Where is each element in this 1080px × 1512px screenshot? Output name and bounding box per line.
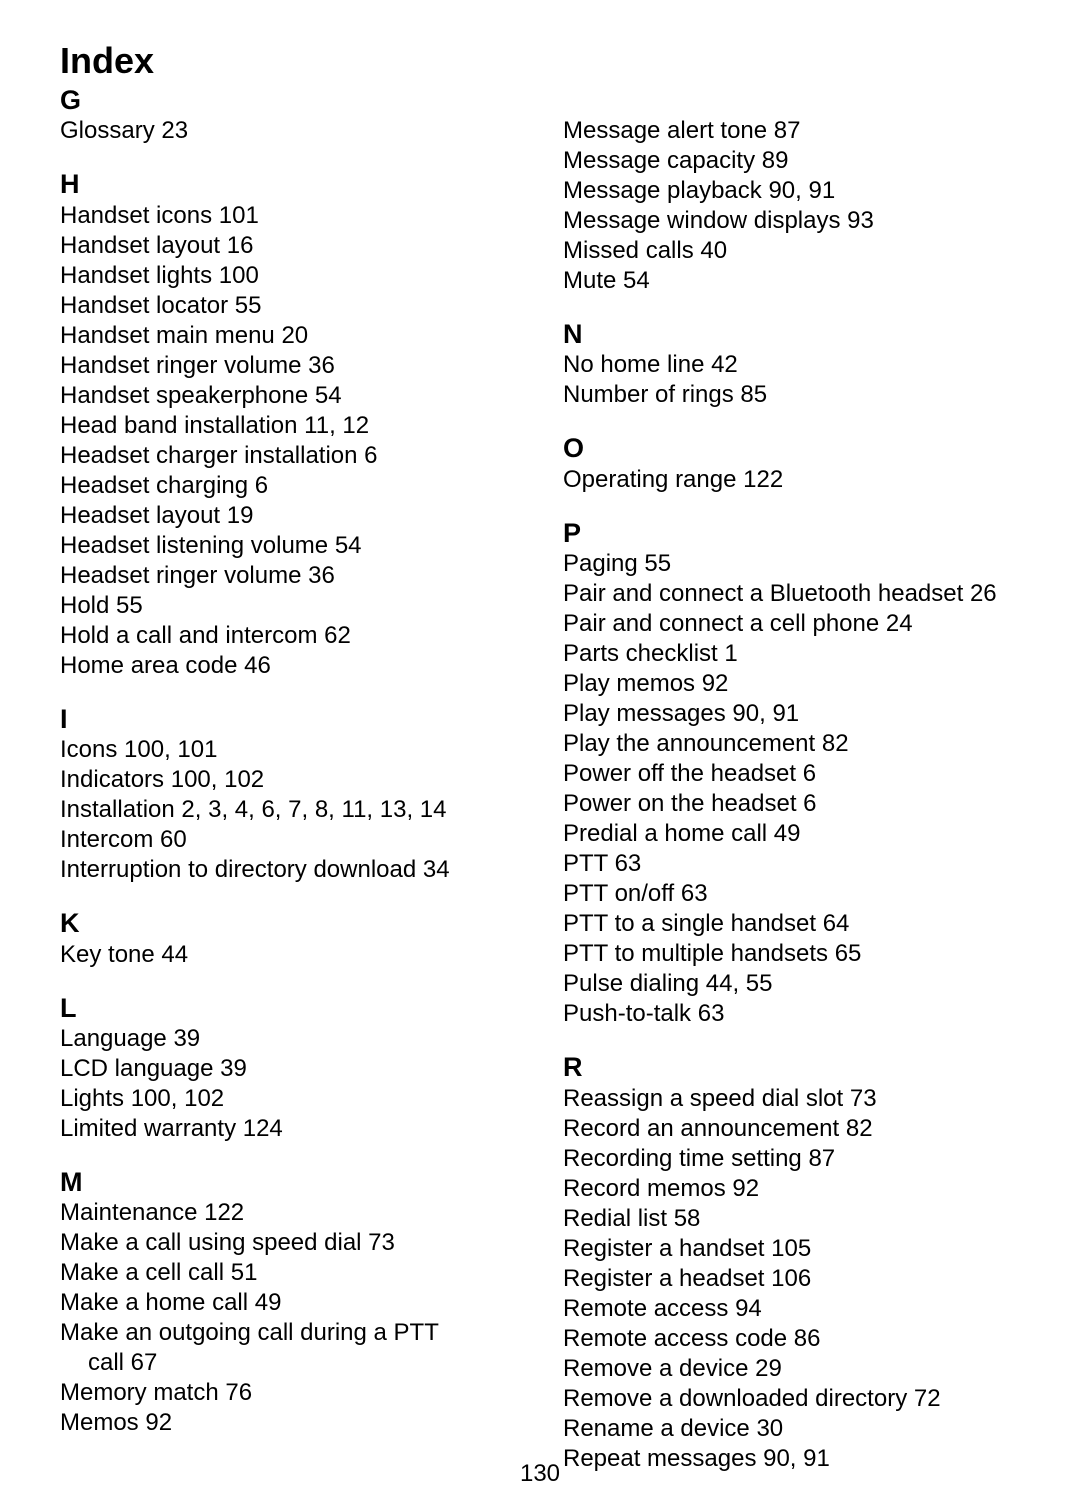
section-letter: G	[60, 84, 517, 116]
index-entry: Make an outgoing call during a PTT	[60, 1318, 517, 1348]
index-entry: Handset lights 100	[60, 261, 517, 291]
index-entry: Operating range 122	[563, 465, 1020, 495]
index-entry: Headset charging 6	[60, 471, 517, 501]
index-entry: Missed calls 40	[563, 236, 1020, 266]
index-entry: Parts checklist 1	[563, 639, 1020, 669]
index-entry: Maintenance 122	[60, 1198, 517, 1228]
index-entry: Message capacity 89	[563, 146, 1020, 176]
index-columns: GGlossary 23 HHandset icons 101Handset la…	[60, 84, 1020, 1474]
index-entry: Paging 55	[563, 549, 1020, 579]
section-letter: K	[60, 907, 517, 939]
index-entry: Hold 55	[60, 591, 517, 621]
index-entry: Reassign a speed dial slot 73	[563, 1084, 1020, 1114]
index-entry: Push-to-talk 63	[563, 999, 1020, 1029]
index-entry: Intercom 60	[60, 825, 517, 855]
index-entry: Language 39	[60, 1024, 517, 1054]
index-entry: Redial list 58	[563, 1204, 1020, 1234]
index-entry: Headset ringer volume 36	[60, 561, 517, 591]
index-entry: Handset icons 101	[60, 201, 517, 231]
index-entry: Remove a downloaded directory 72	[563, 1384, 1020, 1414]
index-entry: Pulse dialing 44, 55	[563, 969, 1020, 999]
index-entry: Icons 100, 101	[60, 735, 517, 765]
index-entry: PTT to multiple handsets 65	[563, 939, 1020, 969]
index-entry: Handset layout 16	[60, 231, 517, 261]
index-entry: No home line 42	[563, 350, 1020, 380]
section-letter: P	[563, 517, 1020, 549]
index-entry-continuation: call 67	[60, 1348, 517, 1378]
index-entry: Headset charger installation 6	[60, 441, 517, 471]
index-entry: Memos 92	[60, 1408, 517, 1438]
page-number: 130	[0, 1460, 1080, 1488]
index-entry: Hold a call and intercom 62	[60, 621, 517, 651]
index-entry: Mute 54	[563, 266, 1020, 296]
index-entry: Limited warranty 124	[60, 1114, 517, 1144]
index-entry: Indicators 100, 102	[60, 765, 517, 795]
section-letter: L	[60, 992, 517, 1024]
index-entry: Rename a device 30	[563, 1414, 1020, 1444]
index-entry: PTT on/off 63	[563, 879, 1020, 909]
index-entry: Remote access 94	[563, 1294, 1020, 1324]
index-entry: Glossary 23	[60, 116, 517, 146]
index-entry: Message window displays 93	[563, 206, 1020, 236]
section-letter: N	[563, 318, 1020, 350]
index-entry: PTT 63	[563, 849, 1020, 879]
index-entry: Recording time setting 87	[563, 1144, 1020, 1174]
index-entry: Register a handset 105	[563, 1234, 1020, 1264]
section-letter: M	[60, 1166, 517, 1198]
index-entry: Play the announcement 82	[563, 729, 1020, 759]
index-entry: Lights 100, 102	[60, 1084, 517, 1114]
column-left: GGlossary 23 HHandset icons 101Handset la…	[60, 84, 517, 1474]
index-entry: Make a call using speed dial 73	[60, 1228, 517, 1258]
index-entry: Handset locator 55	[60, 291, 517, 321]
index-entry: Handset speakerphone 54	[60, 381, 517, 411]
index-entry: Record an announcement 82	[563, 1114, 1020, 1144]
column-right: Message alert tone 87Message capacity 89…	[563, 84, 1020, 1474]
index-entry: Head band installation 11, 12	[60, 411, 517, 441]
index-entry: LCD language 39	[60, 1054, 517, 1084]
index-entry: Installation 2, 3, 4, 6, 7, 8, 11, 13, 1…	[60, 795, 517, 825]
index-entry: Number of rings 85	[563, 380, 1020, 410]
index-title: Index	[60, 40, 1020, 82]
index-entry: Message alert tone 87	[563, 116, 1020, 146]
index-entry: Remote access code 86	[563, 1324, 1020, 1354]
index-entry: Message playback 90, 91	[563, 176, 1020, 206]
index-entry: Pair and connect a cell phone 24	[563, 609, 1020, 639]
index-entry: Home area code 46	[60, 651, 517, 681]
index-entry: Memory match 76	[60, 1378, 517, 1408]
index-entry: Register a headset 106	[563, 1264, 1020, 1294]
index-entry: Record memos 92	[563, 1174, 1020, 1204]
index-entry: Power off the headset 6	[563, 759, 1020, 789]
index-entry: Make a cell call 51	[60, 1258, 517, 1288]
section-letter: O	[563, 432, 1020, 464]
section-letter: I	[60, 703, 517, 735]
index-entry: Predial a home call 49	[563, 819, 1020, 849]
index-entry: Make a home call 49	[60, 1288, 517, 1318]
index-entry: Key tone 44	[60, 940, 517, 970]
index-entry: Pair and connect a Bluetooth headset 26	[563, 579, 1020, 609]
index-entry: Play messages 90, 91	[563, 699, 1020, 729]
index-entry: Interruption to directory download 34	[60, 855, 517, 885]
section-letter: R	[563, 1051, 1020, 1083]
index-entry: Headset layout 19	[60, 501, 517, 531]
section-letter: H	[60, 168, 517, 200]
index-entry: Power on the headset 6	[563, 789, 1020, 819]
index-entry: Headset listening volume 54	[60, 531, 517, 561]
index-entry: Handset main menu 20	[60, 321, 517, 351]
index-entry: Remove a device 29	[563, 1354, 1020, 1384]
index-entry: Handset ringer volume 36	[60, 351, 517, 381]
index-entry: PTT to a single handset 64	[563, 909, 1020, 939]
index-entry: Play memos 92	[563, 669, 1020, 699]
